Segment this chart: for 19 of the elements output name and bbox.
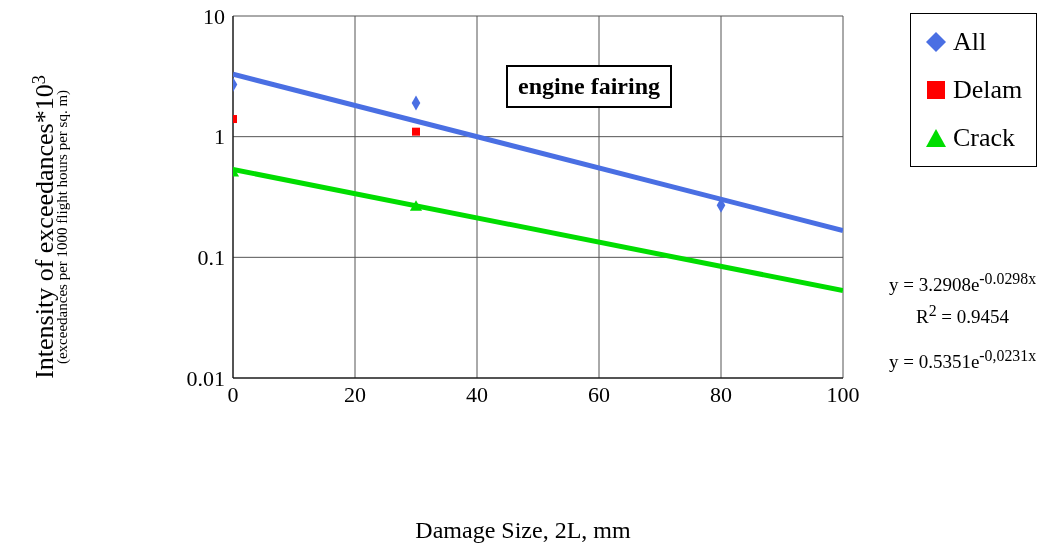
- legend-label: Crack: [953, 123, 1016, 153]
- text: y = 0.5351e$^{-0,0231x}$: [887, 346, 1038, 373]
- legend-label: All: [953, 27, 987, 57]
- legend-label: Delam: [953, 75, 1023, 105]
- x-tick-label: 100: [826, 381, 860, 407]
- point: [412, 127, 420, 136]
- x-tick-label: 0: [227, 381, 239, 407]
- x-axis-title: Damage Size, 2L, mm: [415, 517, 631, 543]
- y-tick-label: 0.1: [197, 245, 225, 271]
- x-tick-label: 40: [466, 381, 488, 407]
- text: engine fairing: [506, 65, 672, 108]
- y-tick-label: 1: [214, 124, 225, 150]
- x-tick-label: 20: [344, 381, 366, 407]
- text: y = 3.2908e$^{-0.0298x}$: [887, 270, 1038, 297]
- x-tick-label: 80: [710, 381, 732, 407]
- x-tick-label: 60: [588, 381, 610, 407]
- y-tick-label: 0.01: [186, 365, 225, 391]
- text: R$^{2}$ = 0.9454: [914, 302, 1011, 329]
- y-tick-label: 10: [203, 3, 225, 29]
